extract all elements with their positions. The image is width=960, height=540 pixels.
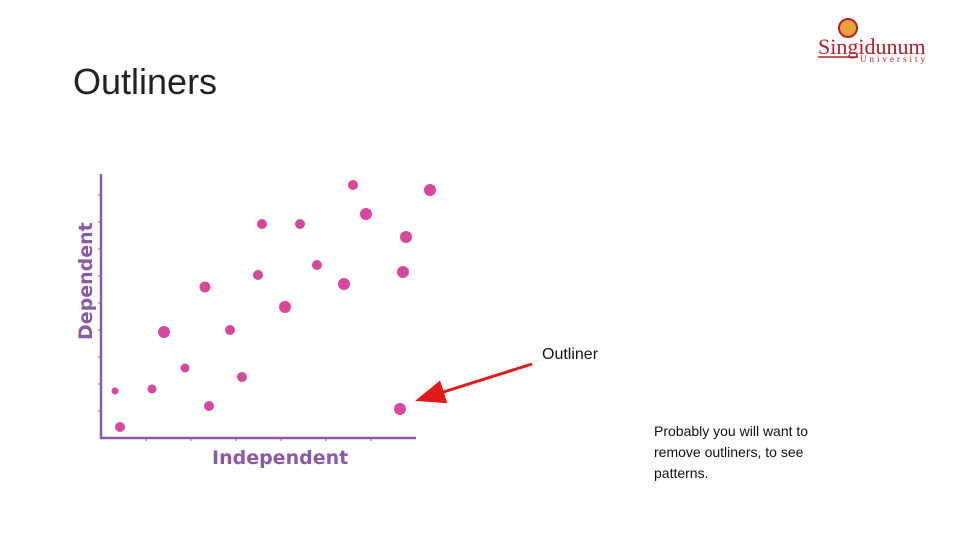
logo: Singidunum University (818, 18, 928, 64)
note-line: remove outliners, to see (654, 444, 804, 460)
scatter-dots (111, 180, 436, 432)
annotation-arrow (415, 362, 533, 404)
slide-title: Outliners (73, 61, 217, 102)
annotation: Outliner (542, 346, 599, 363)
logo-emblem (838, 18, 858, 38)
axis-ticks (98, 194, 372, 441)
logo-name: Singidunum (818, 34, 926, 59)
x-axis-label: Independent (212, 447, 348, 469)
note-line: patterns. (654, 465, 708, 481)
logo-subtitle: University (860, 54, 928, 64)
note-line: Probably you will want to (654, 423, 808, 439)
illustration (98, 174, 416, 441)
y-axis-label: Dependent (75, 222, 97, 340)
